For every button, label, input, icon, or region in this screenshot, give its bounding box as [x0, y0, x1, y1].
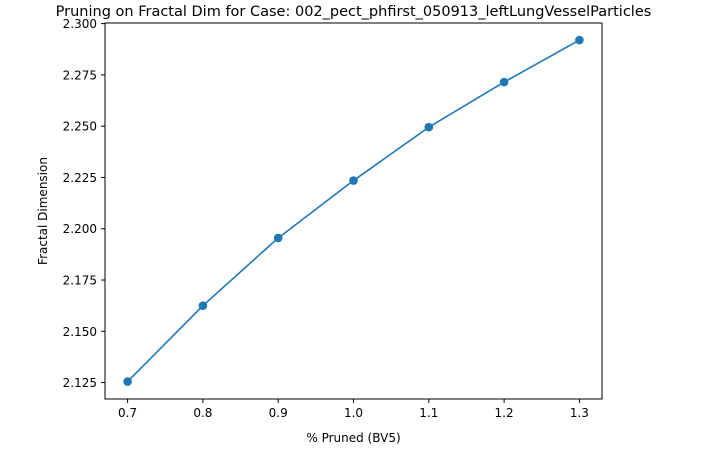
- data-point: [349, 176, 358, 185]
- x-tick-label: 1.2: [495, 406, 514, 420]
- x-tick-label: 0.9: [269, 406, 288, 420]
- y-tick-label: 2.200: [63, 222, 97, 236]
- y-tick-label: 2.275: [63, 68, 97, 82]
- y-tick-label: 2.300: [63, 17, 97, 31]
- data-point: [575, 35, 584, 45]
- chart-title: Pruning on Fractal Dim for Case: 002_pec…: [56, 4, 652, 20]
- y-tick-label: 2.175: [63, 274, 97, 288]
- data-point: [123, 377, 132, 386]
- y-axis-label: Fractal Dimension: [36, 157, 50, 265]
- plot-frame: [104, 22, 603, 400]
- data-point: [198, 301, 208, 310]
- data-point: [424, 122, 434, 132]
- data-point: [499, 77, 509, 87]
- data-point: [273, 233, 283, 243]
- x-tick-label: 1.1: [419, 406, 438, 420]
- x-tick-label: 0.7: [118, 406, 137, 420]
- x-tick-label: 1.0: [344, 406, 363, 420]
- y-tick-label: 2.150: [63, 325, 97, 339]
- y-tick-label: 2.225: [63, 171, 97, 185]
- y-tick-label: 2.125: [63, 376, 97, 390]
- x-axis-label: % Pruned (BV5): [306, 431, 400, 445]
- series-line: [126, 39, 581, 383]
- x-tick-label: 1.3: [570, 406, 589, 420]
- y-tick-label: 2.250: [63, 120, 97, 134]
- x-tick-label: 0.8: [193, 406, 212, 420]
